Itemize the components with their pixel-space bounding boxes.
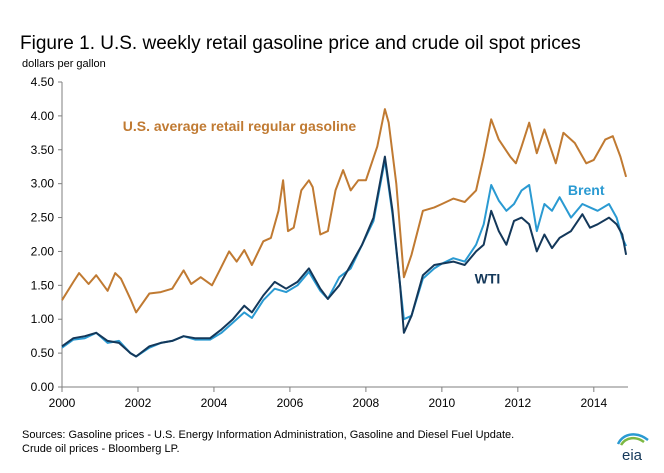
- chart-title: Figure 1. U.S. weekly retail gasoline pr…: [20, 33, 581, 54]
- x-tick-label: 2000: [49, 396, 76, 410]
- y-axis-unit-label: dollars per gallon: [22, 58, 106, 70]
- x-tick-label: 2006: [277, 396, 304, 410]
- y-tick-label: 0.00: [31, 380, 55, 394]
- wti-series-line: [61, 155, 628, 358]
- x-tick-label: 2014: [580, 396, 607, 410]
- x-tick-label: 2008: [353, 396, 380, 410]
- y-tick-label: 3.50: [31, 143, 55, 157]
- eia-logo-icon: eia: [616, 433, 649, 464]
- gasoline-series-line: [61, 108, 628, 314]
- wti-series-label: WTI: [475, 270, 501, 286]
- x-tick-label: 2012: [504, 396, 531, 410]
- source-note: Sources: Gasoline prices - U.S. Energy I…: [22, 428, 514, 456]
- y-tick-label: 2.50: [31, 211, 55, 225]
- y-tick-label: 3.00: [31, 177, 55, 191]
- y-tick-label: 4.50: [31, 75, 55, 89]
- x-tick-label: 2002: [125, 396, 152, 410]
- y-tick-label: 4.00: [31, 109, 55, 123]
- x-tick-label: 2004: [201, 396, 228, 410]
- source-line-1: Sources: Gasoline prices - U.S. Energy I…: [22, 429, 515, 441]
- brent-series-line: [61, 158, 628, 358]
- y-tick-label: 2.00: [31, 244, 55, 258]
- y-tick-label: 1.00: [31, 312, 55, 326]
- x-tick-label: 2010: [429, 396, 456, 410]
- y-tick-label: 1.50: [31, 278, 55, 292]
- brent-series-label: Brent: [568, 182, 605, 198]
- source-line-2: Crude oil prices - Bloomberg LP.: [22, 443, 180, 455]
- gasoline-series-label: U.S. average retail regular gasoline: [123, 118, 357, 134]
- logo-text: eia: [622, 447, 643, 464]
- y-tick-label: 0.50: [31, 346, 55, 360]
